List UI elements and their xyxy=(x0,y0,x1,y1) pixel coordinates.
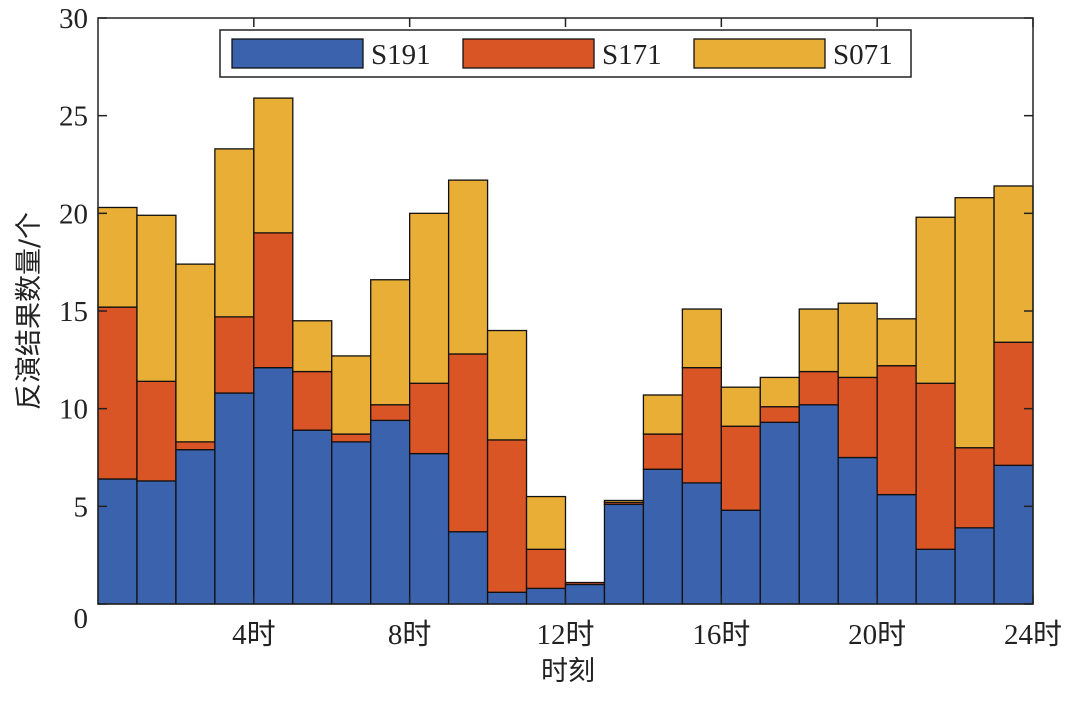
bar-segment xyxy=(175,263,216,443)
bar-segment xyxy=(175,449,216,605)
bar-segment xyxy=(253,232,294,369)
legend: S191 S171 S071 xyxy=(219,29,912,78)
bar-segment xyxy=(214,392,255,605)
bar-segment xyxy=(409,382,450,455)
bar-segment xyxy=(954,197,995,449)
bar-segment xyxy=(97,478,138,605)
bar-segment xyxy=(175,441,216,451)
legend-label: S191 xyxy=(371,39,431,71)
bar-segment xyxy=(993,185,1034,343)
y-tick-label: 30 xyxy=(59,3,88,35)
bar-segment xyxy=(837,376,878,459)
bar-segment xyxy=(525,587,567,605)
bar-segment xyxy=(642,394,684,435)
bar-segment xyxy=(447,179,489,355)
bar-segment xyxy=(136,214,177,382)
y-axis-label: 反演结果数量/个 xyxy=(14,212,45,410)
bar-segment xyxy=(837,302,878,379)
bar-segment xyxy=(253,366,294,605)
bar-segment xyxy=(97,206,138,308)
y-tick-label: 10 xyxy=(59,394,88,426)
y-tick-label: 0 xyxy=(74,603,89,635)
bar-segment xyxy=(876,493,917,605)
bar-segment xyxy=(486,329,528,441)
bar-segment xyxy=(759,406,800,423)
bar-segment xyxy=(720,425,761,511)
bar-segment xyxy=(954,447,995,529)
x-axis-label: 时刻 xyxy=(541,656,595,687)
legend-label: S171 xyxy=(602,39,662,71)
bar-segment xyxy=(603,503,645,605)
bar-segment xyxy=(486,439,528,593)
bar-segment xyxy=(331,441,372,605)
bar-segment xyxy=(292,320,333,373)
y-tick-label: 20 xyxy=(59,198,88,230)
bar-segment xyxy=(642,433,684,470)
bar-segment xyxy=(798,404,839,605)
legend-swatch xyxy=(693,38,826,69)
bar-segment xyxy=(447,353,489,533)
bar-segment xyxy=(681,308,722,369)
bar-segment xyxy=(486,591,528,605)
bar-segment xyxy=(97,306,138,480)
bar-segment xyxy=(954,527,995,605)
bar-segment xyxy=(876,318,917,367)
bar-segment xyxy=(915,382,956,550)
bar-segment xyxy=(798,370,839,406)
bar-segment xyxy=(798,308,839,373)
bar-segment xyxy=(993,341,1034,466)
bar-segment xyxy=(681,366,722,484)
bar-segment xyxy=(370,279,411,406)
bar-segment xyxy=(642,468,684,605)
x-tick-label: 12时 xyxy=(536,618,594,651)
legend-swatch xyxy=(231,38,364,69)
x-tick-label: 16时 xyxy=(692,618,750,651)
bar-segment xyxy=(136,480,177,605)
bar-segment xyxy=(759,421,800,605)
bar-segment xyxy=(681,482,722,605)
bar-segment xyxy=(915,548,956,605)
bar-segment xyxy=(993,464,1034,605)
bar-segment xyxy=(214,148,255,318)
x-tick-label: 4时 xyxy=(232,618,276,651)
bar-segment xyxy=(409,452,450,605)
x-tick-label: 8时 xyxy=(388,618,432,651)
bar-segment xyxy=(876,365,917,496)
bar-segment xyxy=(370,419,411,605)
y-tick-label: 25 xyxy=(59,101,88,133)
bar-segment xyxy=(409,212,450,384)
bar-segment xyxy=(720,509,761,605)
bar-segment xyxy=(837,456,878,605)
bar-segment xyxy=(136,380,177,482)
x-tick-label: 20时 xyxy=(848,618,906,651)
bar-segment xyxy=(253,97,294,234)
y-tick-label: 5 xyxy=(74,491,89,523)
bar-segment xyxy=(564,583,606,605)
bar-segment xyxy=(292,429,333,605)
bar-segment xyxy=(370,404,411,422)
x-tick-label: 24时 xyxy=(1004,618,1062,651)
legend-swatch xyxy=(462,38,595,69)
y-tick-label: 15 xyxy=(59,296,88,328)
legend-label: S071 xyxy=(833,39,893,71)
bar-segment xyxy=(915,216,956,384)
bar-segment xyxy=(525,548,567,590)
bar-segment xyxy=(447,531,489,605)
bar-segment xyxy=(759,376,800,408)
bar-segment xyxy=(292,370,333,431)
bar-segment xyxy=(525,495,567,550)
bar-segment xyxy=(720,386,761,427)
bar-segment xyxy=(603,499,645,504)
bar-segment xyxy=(214,316,255,394)
bar-segment xyxy=(331,433,372,443)
bar-segment xyxy=(331,355,372,435)
bar-segment xyxy=(564,581,606,586)
